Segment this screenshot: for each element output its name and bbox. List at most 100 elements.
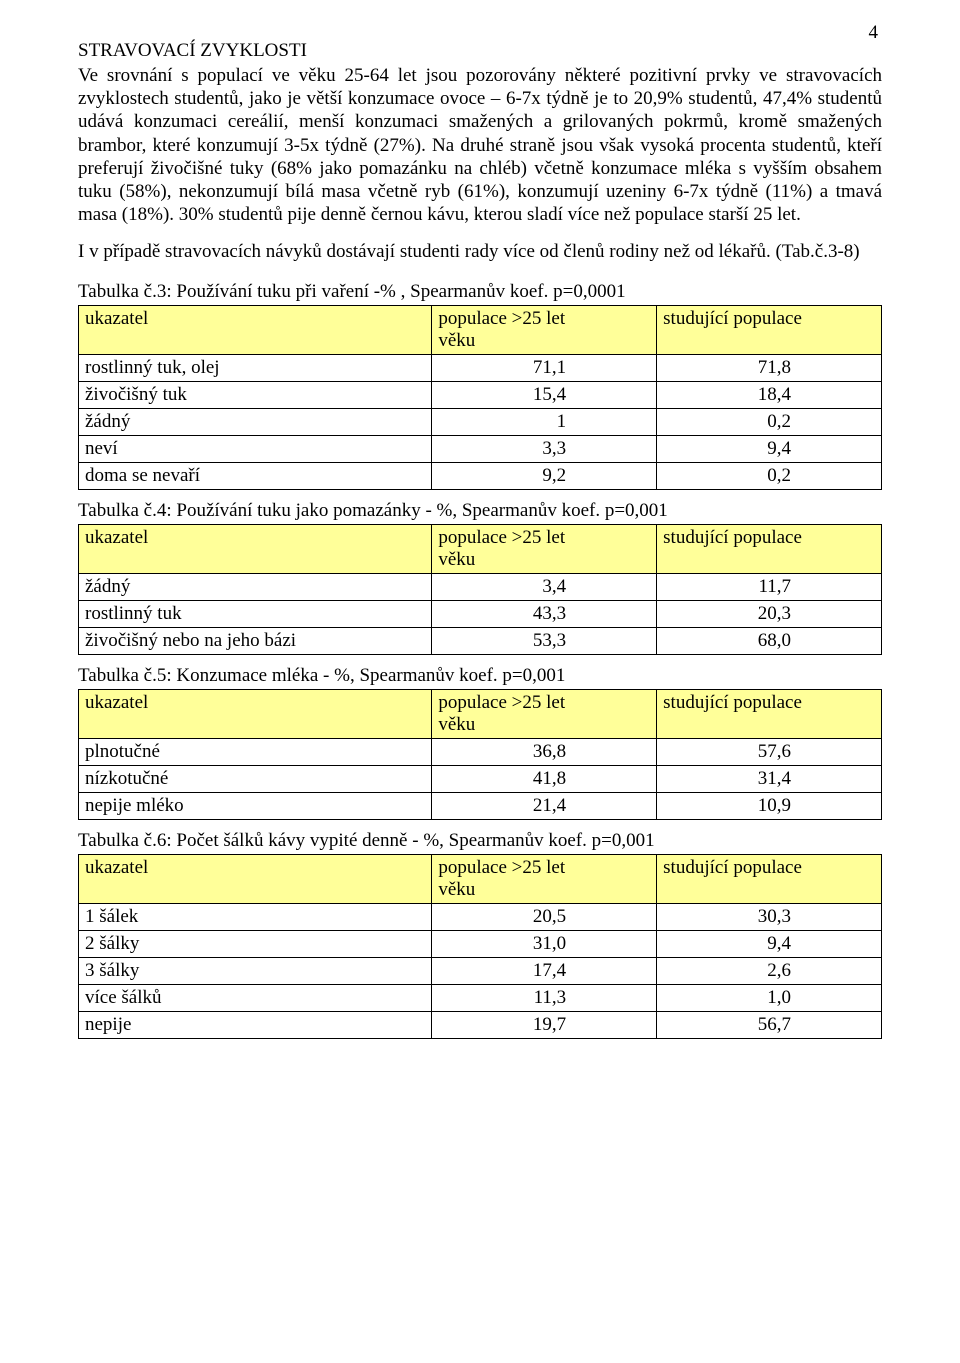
row-value-2: 0,2 (657, 463, 882, 490)
table-row: nepije19,756,7 (79, 1012, 882, 1039)
table4-body: žádný3,411,7rostlinný tuk43,320,3živočiš… (79, 574, 882, 655)
row-value-1: 9,2 (432, 463, 657, 490)
row-value-1: 19,7 (432, 1012, 657, 1039)
row-value-1: 43,3 (432, 601, 657, 628)
col-populace-line2: věku (438, 549, 475, 570)
table-row: žádný10,2 (79, 409, 882, 436)
row-value-1: 3,3 (432, 436, 657, 463)
col-populace: populace >25 let věku (432, 855, 657, 904)
table5-title: Tabulka č.5: Konzumace mléka - %, Spearm… (78, 665, 882, 687)
table3-title: Tabulka č.3: Používání tuku při vaření -… (78, 281, 882, 303)
row-label: žádný (79, 409, 432, 436)
row-label: neví (79, 436, 432, 463)
row-label: 3 šálky (79, 958, 432, 985)
row-value-1: 11,3 (432, 985, 657, 1012)
row-label: rostlinný tuk, olej (79, 355, 432, 382)
row-value-2: 11,7 (657, 574, 882, 601)
row-value-2: 9,4 (657, 931, 882, 958)
row-value-2: 2,6 (657, 958, 882, 985)
table5-body: plnotučné36,857,6nízkotučné41,831,4nepij… (79, 739, 882, 820)
row-value-2: 0,2 (657, 409, 882, 436)
col-ukazatel: ukazatel (79, 690, 432, 739)
col-populace-line1: populace >25 let (438, 527, 565, 548)
row-value-1: 53,3 (432, 628, 657, 655)
table6-title: Tabulka č.6: Počet šálků kávy vypité den… (78, 830, 882, 852)
table-row: nepije mléko21,410,9 (79, 793, 882, 820)
table5: ukazatel populace >25 let věku studující… (78, 689, 882, 820)
row-value-1: 41,8 (432, 766, 657, 793)
table-row: nízkotučné41,831,4 (79, 766, 882, 793)
page-number: 4 (869, 22, 879, 44)
row-label: doma se nevaří (79, 463, 432, 490)
row-label: rostlinný tuk (79, 601, 432, 628)
row-value-2: 18,4 (657, 382, 882, 409)
row-label: žádný (79, 574, 432, 601)
row-value-2: 71,8 (657, 355, 882, 382)
col-studujici: studující populace (657, 855, 882, 904)
row-value-1: 3,4 (432, 574, 657, 601)
table-header-row: ukazatel populace >25 let věku studující… (79, 525, 882, 574)
row-label: nízkotučné (79, 766, 432, 793)
row-value-1: 17,4 (432, 958, 657, 985)
row-value-2: 30,3 (657, 904, 882, 931)
row-label: nepije (79, 1012, 432, 1039)
row-label: nepije mléko (79, 793, 432, 820)
table3-body: rostlinný tuk, olej71,171,8živočišný tuk… (79, 355, 882, 490)
row-value-1: 20,5 (432, 904, 657, 931)
col-populace-line1: populace >25 let (438, 308, 565, 329)
row-value-1: 71,1 (432, 355, 657, 382)
row-value-1: 15,4 (432, 382, 657, 409)
col-ukazatel: ukazatel (79, 525, 432, 574)
table-row: žádný3,411,7 (79, 574, 882, 601)
row-value-2: 20,3 (657, 601, 882, 628)
row-value-2: 56,7 (657, 1012, 882, 1039)
table-header-row: ukazatel populace >25 let věku studující… (79, 306, 882, 355)
row-value-1: 21,4 (432, 793, 657, 820)
row-label: plnotučné (79, 739, 432, 766)
table6-body: 1 šálek20,530,32 šálky31,09,43 šálky17,4… (79, 904, 882, 1039)
table-row: živočišný nebo na jeho bázi53,368,0 (79, 628, 882, 655)
table-row: více šálků11,31,0 (79, 985, 882, 1012)
row-value-2: 31,4 (657, 766, 882, 793)
row-label: více šálků (79, 985, 432, 1012)
row-value-2: 68,0 (657, 628, 882, 655)
row-label: 2 šálky (79, 931, 432, 958)
table4: ukazatel populace >25 let věku studující… (78, 524, 882, 655)
page: 4 STRAVOVACÍ ZVYKLOSTI Ve srovnání s pop… (0, 0, 960, 1109)
paragraph-2: I v případě stravovacích návyků dostávaj… (78, 240, 882, 263)
table-row: živočišný tuk15,418,4 (79, 382, 882, 409)
col-populace-line2: věku (438, 714, 475, 735)
row-value-1: 36,8 (432, 739, 657, 766)
row-value-2: 1,0 (657, 985, 882, 1012)
col-populace-line1: populace >25 let (438, 857, 565, 878)
col-studujici: studující populace (657, 306, 882, 355)
col-studujici: studující populace (657, 690, 882, 739)
table-row: plnotučné36,857,6 (79, 739, 882, 766)
row-label: 1 šálek (79, 904, 432, 931)
table-row: 1 šálek20,530,3 (79, 904, 882, 931)
table4-title: Tabulka č.4: Používání tuku jako pomazán… (78, 500, 882, 522)
row-label: živočišný tuk (79, 382, 432, 409)
table-row: 2 šálky31,09,4 (79, 931, 882, 958)
row-value-2: 57,6 (657, 739, 882, 766)
row-value-1: 31,0 (432, 931, 657, 958)
row-label: živočišný nebo na jeho bázi (79, 628, 432, 655)
col-populace: populace >25 let věku (432, 525, 657, 574)
table-row: 3 šálky17,42,6 (79, 958, 882, 985)
row-value-2: 10,9 (657, 793, 882, 820)
col-populace-line2: věku (438, 879, 475, 900)
table6: ukazatel populace >25 let věku studující… (78, 854, 882, 1039)
table-row: rostlinný tuk, olej71,171,8 (79, 355, 882, 382)
table-row: doma se nevaří9,20,2 (79, 463, 882, 490)
col-populace: populace >25 let věku (432, 306, 657, 355)
paragraph-1: Ve srovnání s populací ve věku 25-64 let… (78, 64, 882, 226)
table-row: rostlinný tuk43,320,3 (79, 601, 882, 628)
col-ukazatel: ukazatel (79, 855, 432, 904)
col-populace: populace >25 let věku (432, 690, 657, 739)
section-heading: STRAVOVACÍ ZVYKLOSTI (78, 40, 882, 62)
table-header-row: ukazatel populace >25 let věku studující… (79, 855, 882, 904)
row-value-2: 9,4 (657, 436, 882, 463)
table-header-row: ukazatel populace >25 let věku studující… (79, 690, 882, 739)
row-value-1: 1 (432, 409, 657, 436)
table-row: neví3,39,4 (79, 436, 882, 463)
